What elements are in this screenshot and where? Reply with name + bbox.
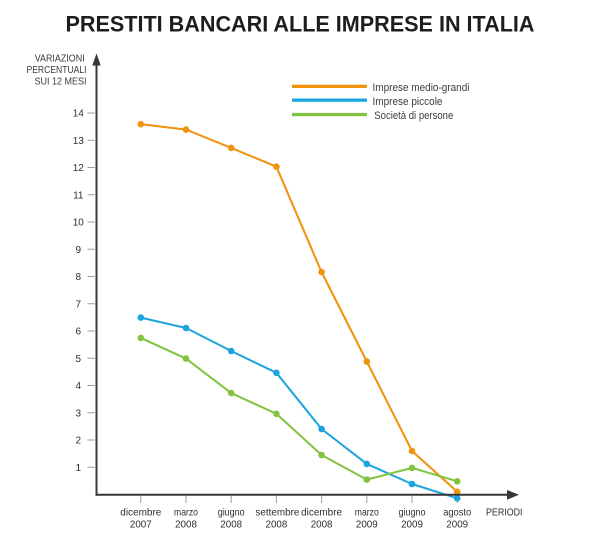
- svg-text:VARIAZIONI: VARIAZIONI: [35, 53, 85, 64]
- svg-text:10: 10: [73, 218, 85, 229]
- svg-text:5: 5: [76, 354, 82, 365]
- svg-text:2007: 2007: [130, 519, 152, 530]
- svg-text:marzo: marzo: [355, 507, 379, 518]
- svg-text:dicembre: dicembre: [301, 507, 342, 518]
- svg-text:Imprese piccole: Imprese piccole: [373, 96, 443, 108]
- svg-text:11: 11: [73, 190, 84, 201]
- svg-text:14: 14: [73, 109, 85, 120]
- svg-text:Società di persone: Società di persone: [374, 110, 453, 122]
- svg-text:PERCENTUALI: PERCENTUALI: [27, 65, 87, 76]
- svg-text:13: 13: [73, 136, 85, 147]
- svg-text:2: 2: [76, 436, 82, 447]
- svg-text:2008: 2008: [220, 519, 242, 530]
- svg-text:settembre: settembre: [255, 507, 299, 518]
- svg-text:1: 1: [76, 463, 82, 474]
- svg-text:2008: 2008: [175, 519, 197, 530]
- svg-text:marzo: marzo: [174, 507, 198, 518]
- svg-text:9: 9: [76, 245, 82, 256]
- svg-text:SUI 12 MESI: SUI 12 MESI: [35, 77, 87, 88]
- svg-text:Imprese medio-grandi: Imprese medio-grandi: [373, 82, 470, 94]
- svg-text:giugno: giugno: [399, 507, 426, 518]
- svg-text:giugno: giugno: [218, 507, 245, 518]
- svg-text:3: 3: [76, 408, 82, 419]
- svg-text:2008: 2008: [266, 519, 288, 530]
- svg-text:dicembre: dicembre: [120, 507, 161, 518]
- svg-text:PRESTITI BANCARI ALLE IMPRESE: PRESTITI BANCARI ALLE IMPRESE IN ITALIA: [66, 12, 535, 37]
- svg-text:8: 8: [76, 272, 82, 283]
- svg-text:agosto: agosto: [443, 507, 471, 518]
- svg-text:2008: 2008: [311, 519, 333, 530]
- svg-text:4: 4: [76, 381, 82, 392]
- svg-text:2009: 2009: [401, 519, 423, 530]
- svg-text:PERIODI: PERIODI: [486, 508, 523, 519]
- svg-text:2009: 2009: [356, 519, 378, 530]
- svg-text:12: 12: [73, 163, 85, 174]
- svg-text:6: 6: [76, 327, 82, 338]
- svg-text:2009: 2009: [446, 519, 468, 530]
- svg-text:7: 7: [76, 299, 82, 310]
